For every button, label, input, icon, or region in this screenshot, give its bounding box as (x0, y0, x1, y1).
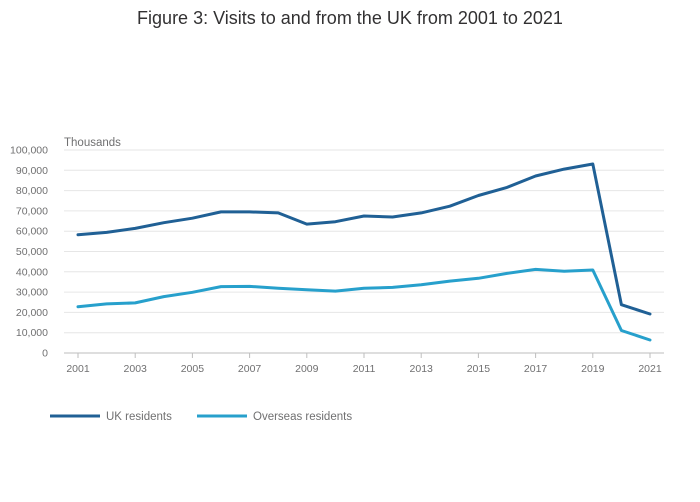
chart-title: Figure 3: Visits to and from the UK from… (137, 8, 563, 28)
y-tick-label: 60,000 (16, 226, 48, 238)
x-tick-label: 2017 (524, 363, 548, 375)
gridlines (64, 149, 664, 354)
y-tick-label: 10,000 (16, 327, 48, 339)
x-tick-label: 2005 (181, 363, 205, 375)
y-axis-unit-label: Thousands (64, 137, 121, 149)
x-axis-ticks: 2001 2003 2005 2007 2009 2011 2013 2015 2017 2019… (66, 353, 662, 375)
x-tick-label: 2007 (238, 363, 262, 375)
y-tick-label: 0 (42, 348, 48, 360)
y-tick-label: 70,000 (16, 205, 48, 217)
y-tick-label: 80,000 (16, 185, 48, 197)
legend-label: UK residents (106, 411, 172, 423)
y-tick-label: 40,000 (16, 266, 48, 278)
x-tick-label: 2009 (295, 363, 319, 375)
legend-label: Overseas residents (253, 411, 352, 423)
x-tick-label: 2003 (124, 363, 148, 375)
legend[interactable]: UK residents Overseas residents (50, 411, 352, 423)
x-tick-label: 2013 (410, 363, 434, 375)
x-tick-label: 2015 (467, 363, 491, 375)
y-tick-label: 30,000 (16, 287, 48, 299)
y-tick-label: 90,000 (16, 165, 48, 177)
series-line-uk-residents (76, 162, 652, 316)
y-tick-label: 20,000 (16, 307, 48, 319)
y-axis-ticks: 0 10,000 20,000 30,000 40,000 50,000 60,000 70,… (10, 145, 48, 360)
x-tick-label: 2001 (66, 363, 90, 375)
x-tick-label: 2011 (353, 363, 376, 375)
legend-item-overseas-residents[interactable]: Overseas residents (197, 411, 352, 423)
series-line-overseas-residents (76, 267, 652, 342)
y-tick-label: 50,000 (16, 246, 48, 258)
x-tick-label: 2021 (638, 363, 662, 375)
series-lines (76, 162, 652, 342)
legend-item-uk-residents[interactable]: UK residents (50, 411, 172, 423)
y-tick-label: 100,000 (10, 145, 48, 157)
x-tick-label: 2019 (581, 363, 605, 375)
